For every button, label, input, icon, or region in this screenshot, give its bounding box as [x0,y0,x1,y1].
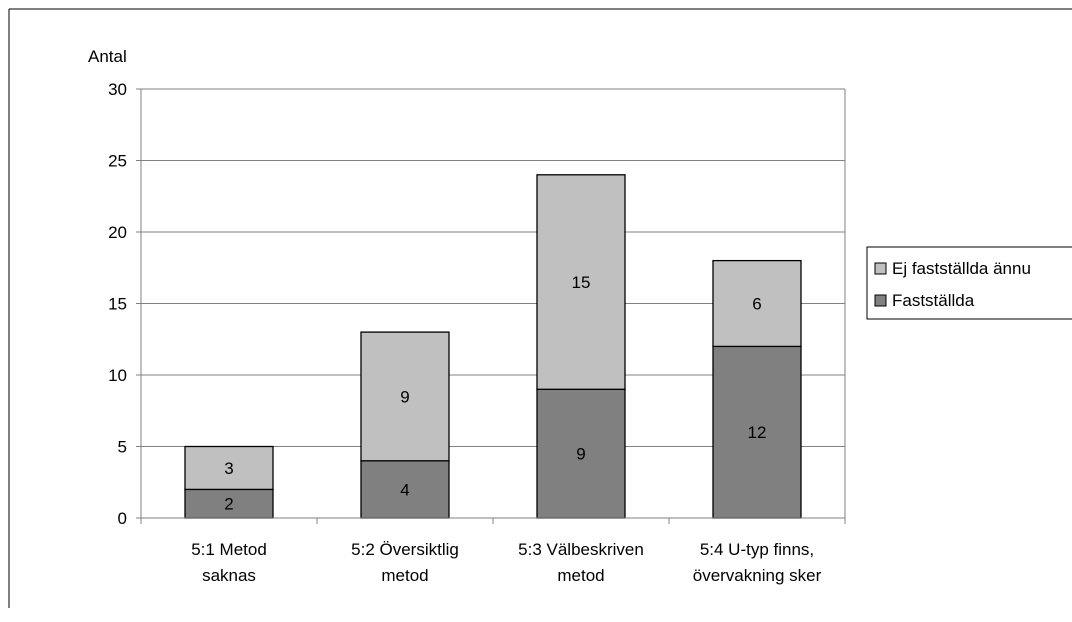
data-label: 4 [400,480,409,499]
x-tick-label-line: övervakning sker [693,566,822,585]
legend: Ej fastställda ännu Fastställda [866,246,1072,320]
y-tick-label: 20 [108,223,127,242]
legend-label: Fastställda [892,291,975,310]
x-tick-label-line: 5:1 Metod [191,540,267,559]
x-tick-label-line: 5:3 Välbeskriven [518,540,644,559]
y-tick-label: 30 [108,80,127,99]
x-tick-label-line: 5:4 U-typ finns, [700,540,814,559]
y-tick-label: 0 [118,509,127,528]
data-label: 6 [752,295,761,314]
legend-label: Ej fastställda ännu [892,259,1031,278]
x-tick-label: 5:3 Välbeskriven metod [518,540,644,585]
y-tick-label: 5 [118,438,127,457]
y-tick-label: 25 [108,152,127,171]
legend-swatch [874,262,887,275]
data-label: 15 [572,273,591,292]
bar-segment [184,445,274,491]
x-tick-label-line: metod [557,566,604,585]
x-tick-label-line: 5:2 Översiktlig [351,540,459,559]
bar-segment [712,259,802,348]
y-axis-title: Antal [88,47,127,66]
legend-box [866,246,1072,320]
x-tick-label: 5:4 U-typ finns, övervakning sker [693,540,822,585]
x-tick-label-line: saknas [202,566,256,585]
y-tick-label: 10 [108,366,127,385]
x-tick-label: 5:2 Översiktlig metod [351,540,459,585]
axes: 0 5 10 15 20 25 30 5:1 Metod saknas 5:2 Översiktl… [108,80,846,585]
bars: 2 3 4 9 9 15 12 6 [184,174,802,519]
data-label: 2 [224,495,233,514]
x-tick-label-line: metod [381,566,428,585]
data-label: 9 [400,387,409,406]
data-label: 9 [576,445,585,464]
legend-swatch [874,294,887,307]
data-label: 3 [224,459,233,478]
y-tick-label: 15 [108,295,127,314]
data-label: 12 [748,423,767,442]
bar-segment [536,174,626,390]
bar-segment [360,331,450,462]
x-tick-label: 5:1 Metod saknas [191,540,267,585]
